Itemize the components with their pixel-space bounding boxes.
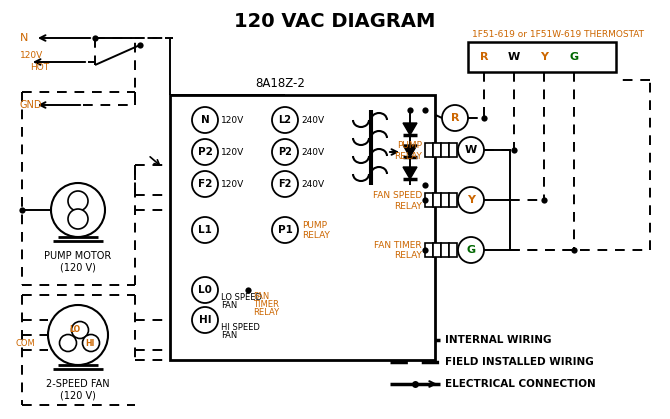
- Text: L1: L1: [198, 225, 212, 235]
- Circle shape: [272, 107, 298, 133]
- Text: L2: L2: [279, 115, 291, 125]
- Bar: [170, 95, 435, 360]
- Text: GND: GND: [20, 100, 42, 110]
- Circle shape: [192, 139, 218, 165]
- Polygon shape: [403, 145, 417, 157]
- Text: FAN: FAN: [221, 331, 237, 340]
- Circle shape: [192, 307, 218, 333]
- Text: ELECTRICAL CONNECTION: ELECTRICAL CONNECTION: [445, 379, 596, 389]
- Text: 1F51-619 or 1F51W-619 THERMOSTAT: 1F51-619 or 1F51W-619 THERMOSTAT: [472, 30, 644, 39]
- Circle shape: [272, 171, 298, 197]
- Text: LO: LO: [70, 324, 80, 334]
- Circle shape: [192, 217, 218, 243]
- Circle shape: [563, 46, 585, 68]
- Text: P2: P2: [198, 147, 212, 157]
- Text: P2: P2: [278, 147, 292, 157]
- Bar: [441, 143, 449, 157]
- Circle shape: [473, 46, 495, 68]
- Text: HOT: HOT: [30, 62, 49, 72]
- Circle shape: [192, 107, 218, 133]
- Bar: [449, 193, 457, 207]
- Circle shape: [82, 334, 100, 352]
- Circle shape: [458, 237, 484, 263]
- Text: 120V: 120V: [20, 51, 44, 59]
- Circle shape: [272, 217, 298, 243]
- Circle shape: [533, 46, 555, 68]
- Circle shape: [192, 171, 218, 197]
- Text: R: R: [480, 52, 488, 62]
- Text: HI: HI: [199, 315, 211, 325]
- Bar: [425, 193, 433, 207]
- Circle shape: [458, 187, 484, 213]
- Circle shape: [442, 105, 468, 131]
- Circle shape: [272, 139, 298, 165]
- Text: INTERNAL WIRING: INTERNAL WIRING: [445, 335, 551, 345]
- Text: RELAY: RELAY: [394, 251, 422, 261]
- Text: Y: Y: [467, 195, 475, 205]
- Text: PUMP MOTOR
(120 V): PUMP MOTOR (120 V): [44, 251, 112, 273]
- Text: N: N: [20, 33, 28, 43]
- Text: 120V: 120V: [221, 116, 245, 124]
- Text: G: G: [570, 52, 579, 62]
- Bar: [433, 243, 441, 257]
- Text: 120V: 120V: [221, 179, 245, 189]
- Text: R: R: [451, 113, 459, 123]
- Text: 240V: 240V: [301, 147, 324, 157]
- Text: 120 VAC DIAGRAM: 120 VAC DIAGRAM: [234, 12, 436, 31]
- Bar: [468, 42, 616, 72]
- Text: 240V: 240V: [301, 116, 324, 124]
- Bar: [441, 193, 449, 207]
- Text: TIMER: TIMER: [253, 300, 279, 309]
- Text: 240V: 240V: [301, 179, 324, 189]
- Text: PUMP: PUMP: [397, 140, 422, 150]
- Circle shape: [68, 191, 88, 211]
- Text: F2: F2: [198, 179, 212, 189]
- Text: HI SPEED: HI SPEED: [221, 323, 260, 332]
- Text: 120V: 120V: [221, 147, 245, 157]
- Circle shape: [458, 137, 484, 163]
- Text: COM: COM: [15, 339, 35, 347]
- Text: FAN SPEED: FAN SPEED: [373, 191, 422, 199]
- Bar: [449, 143, 457, 157]
- Text: RELAY: RELAY: [394, 152, 422, 160]
- Text: Y: Y: [540, 52, 548, 62]
- Text: W: W: [508, 52, 520, 62]
- Text: F2: F2: [278, 179, 291, 189]
- Bar: [425, 243, 433, 257]
- Polygon shape: [403, 167, 417, 179]
- Text: P1: P1: [277, 225, 292, 235]
- Text: 8A18Z-2: 8A18Z-2: [255, 77, 305, 90]
- Text: PUMP: PUMP: [302, 220, 327, 230]
- Circle shape: [72, 321, 88, 339]
- Text: LO SPEED: LO SPEED: [221, 293, 262, 302]
- Text: N: N: [200, 115, 209, 125]
- Bar: [433, 193, 441, 207]
- Bar: [449, 243, 457, 257]
- Bar: [441, 243, 449, 257]
- Text: RELAY: RELAY: [394, 202, 422, 210]
- Bar: [425, 143, 433, 157]
- Circle shape: [48, 305, 108, 365]
- Text: 2-SPEED FAN
(120 V): 2-SPEED FAN (120 V): [46, 379, 110, 401]
- Circle shape: [51, 183, 105, 237]
- Circle shape: [503, 46, 525, 68]
- Text: L0: L0: [198, 285, 212, 295]
- Text: FIELD INSTALLED WIRING: FIELD INSTALLED WIRING: [445, 357, 594, 367]
- Polygon shape: [403, 123, 417, 135]
- Text: RELAY: RELAY: [302, 230, 330, 240]
- Text: RELAY: RELAY: [253, 308, 279, 317]
- Bar: [433, 143, 441, 157]
- Circle shape: [192, 277, 218, 303]
- Circle shape: [60, 334, 76, 352]
- Text: FAN: FAN: [221, 301, 237, 310]
- Circle shape: [68, 209, 88, 229]
- Text: W: W: [465, 145, 477, 155]
- Text: G: G: [466, 245, 476, 255]
- Text: FAN: FAN: [253, 292, 269, 301]
- Text: HI: HI: [85, 339, 94, 347]
- Text: FAN TIMER: FAN TIMER: [375, 241, 422, 249]
